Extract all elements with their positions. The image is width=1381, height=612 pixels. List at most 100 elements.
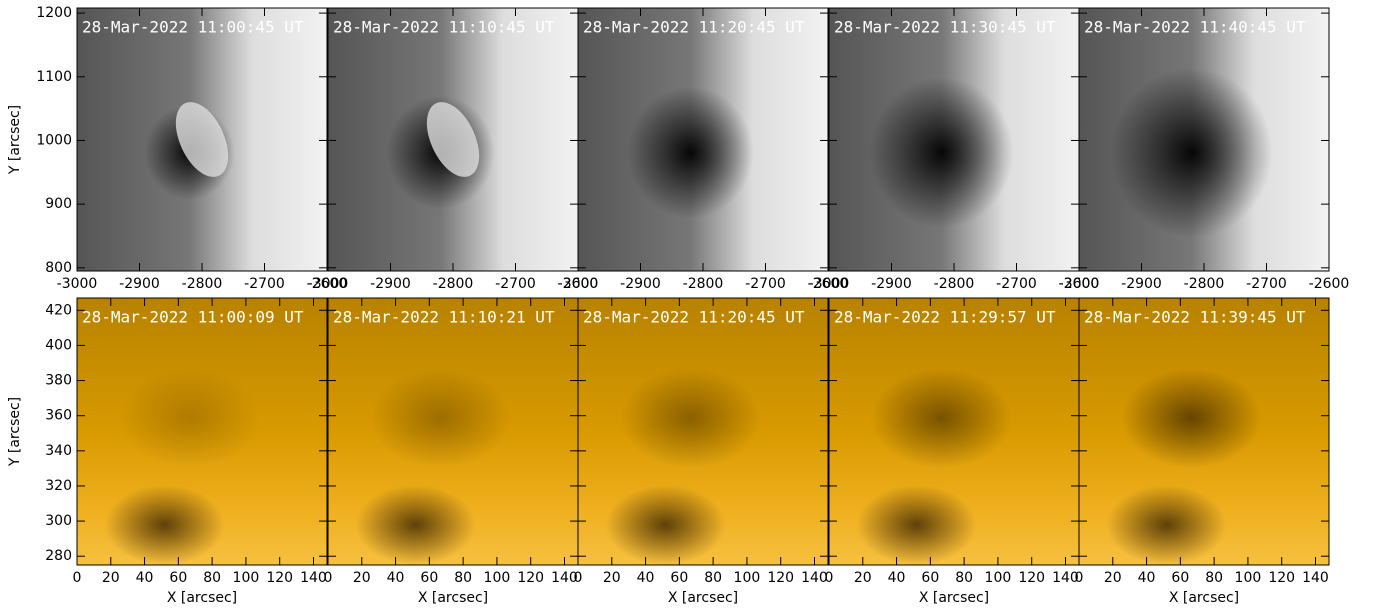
y-tick-label: 320 bbox=[45, 478, 72, 494]
x-tick-label: 120 bbox=[1268, 570, 1295, 586]
x-tick-label: 20 bbox=[102, 570, 120, 586]
x-tick-label: 20 bbox=[1104, 570, 1122, 586]
x-tick-label: -2900 bbox=[871, 276, 912, 292]
x-tick-label: -2900 bbox=[1121, 276, 1162, 292]
x-tick-label: 60 bbox=[670, 570, 688, 586]
x-tick-label: -2900 bbox=[620, 276, 661, 292]
x-tick-label: -2900 bbox=[370, 276, 411, 292]
x-tick-label: 140 bbox=[551, 570, 578, 586]
x-tick-label: 0 bbox=[1075, 570, 1084, 586]
x-tick-label: -3000 bbox=[308, 276, 349, 292]
x-tick-label: -3000 bbox=[809, 276, 850, 292]
x-tick-label: 60 bbox=[921, 570, 939, 586]
x-tick-label: 140 bbox=[300, 570, 327, 586]
y-axis-label: Y [arcsec] bbox=[7, 105, 23, 175]
x-tick-label: 140 bbox=[1302, 570, 1329, 586]
x-tick-label: 100 bbox=[1235, 570, 1262, 586]
x-tick-label: 40 bbox=[387, 570, 405, 586]
x-tick-label: 0 bbox=[324, 570, 333, 586]
y-tick-label: 1000 bbox=[36, 132, 72, 148]
image-feature bbox=[605, 484, 726, 565]
image-feature bbox=[119, 368, 260, 469]
image-feature bbox=[104, 484, 225, 565]
x-tick-label: 80 bbox=[704, 570, 722, 586]
image-feature bbox=[871, 368, 1012, 469]
x-tick-label: -2800 bbox=[934, 276, 975, 292]
x-axis-label: X [arcsec] bbox=[919, 590, 989, 606]
image-feature bbox=[856, 484, 977, 565]
image-feature bbox=[869, 76, 1014, 229]
panel-title: 28-Mar-2022 11:39:45 UT bbox=[1084, 308, 1306, 327]
x-axis-label: X [arcsec] bbox=[167, 590, 237, 606]
image-feature bbox=[620, 368, 761, 469]
x-tick-label: 40 bbox=[637, 570, 655, 586]
image-feature bbox=[627, 86, 754, 219]
x-tick-label: 120 bbox=[767, 570, 794, 586]
x-tick-label: 120 bbox=[266, 570, 293, 586]
y-tick-label: 360 bbox=[45, 408, 72, 424]
x-tick-label: 20 bbox=[603, 570, 621, 586]
x-tick-label: -2800 bbox=[182, 276, 223, 292]
y-tick-label: 900 bbox=[45, 196, 72, 212]
x-axis-label: X [arcsec] bbox=[418, 590, 488, 606]
y-tick-label: 1200 bbox=[36, 5, 72, 21]
x-tick-label: -2700 bbox=[1246, 276, 1287, 292]
x-tick-label: 120 bbox=[517, 570, 544, 586]
x-tick-label: 100 bbox=[484, 570, 511, 586]
x-tick-label: 60 bbox=[420, 570, 438, 586]
panel-title: 28-Mar-2022 11:20:45 UT bbox=[583, 18, 805, 37]
panel-title: 28-Mar-2022 11:00:45 UT bbox=[82, 18, 304, 37]
image-feature bbox=[175, 102, 229, 177]
x-tick-label: 40 bbox=[888, 570, 906, 586]
x-tick-label: -2700 bbox=[495, 276, 536, 292]
y-tick-label: 380 bbox=[45, 373, 72, 389]
y-tick-label: 400 bbox=[45, 337, 72, 353]
x-tick-label: -2800 bbox=[1184, 276, 1225, 292]
x-tick-label: 80 bbox=[454, 570, 472, 586]
image-feature bbox=[1110, 67, 1273, 238]
x-axis-label: X [arcsec] bbox=[1169, 590, 1239, 606]
x-tick-label: 100 bbox=[985, 570, 1012, 586]
x-tick-label: -2700 bbox=[745, 276, 786, 292]
x-axis-label: X [arcsec] bbox=[668, 590, 738, 606]
image-feature bbox=[1121, 368, 1262, 469]
x-tick-label: 60 bbox=[1171, 570, 1189, 586]
x-tick-label: -2800 bbox=[683, 276, 724, 292]
y-tick-label: 280 bbox=[45, 548, 72, 564]
x-tick-label: -2600 bbox=[1309, 276, 1350, 292]
x-tick-label: -3000 bbox=[1059, 276, 1100, 292]
x-tick-label: 140 bbox=[1052, 570, 1079, 586]
x-tick-label: 140 bbox=[801, 570, 828, 586]
x-tick-label: -2600 bbox=[307, 276, 348, 292]
image-feature bbox=[370, 368, 511, 469]
panel-title: 28-Mar-2022 11:20:45 UT bbox=[583, 308, 805, 327]
image-feature bbox=[426, 102, 480, 177]
x-tick-label: 40 bbox=[136, 570, 154, 586]
x-tick-label: 40 bbox=[1138, 570, 1156, 586]
y-axis-label: Y [arcsec] bbox=[7, 397, 23, 467]
x-tick-label: -2600 bbox=[808, 276, 849, 292]
panel-title: 28-Mar-2022 11:29:57 UT bbox=[834, 308, 1056, 327]
x-tick-label: 80 bbox=[203, 570, 221, 586]
panel-title: 28-Mar-2022 11:40:45 UT bbox=[1084, 18, 1306, 37]
y-tick-label: 420 bbox=[45, 302, 72, 318]
x-tick-label: 0 bbox=[574, 570, 583, 586]
x-tick-label: -2600 bbox=[1059, 276, 1100, 292]
x-tick-label: -2600 bbox=[558, 276, 599, 292]
x-tick-label: 80 bbox=[1205, 570, 1223, 586]
x-tick-label: 60 bbox=[169, 570, 187, 586]
panel-title: 28-Mar-2022 11:10:21 UT bbox=[333, 308, 555, 327]
x-tick-label: -2700 bbox=[996, 276, 1037, 292]
x-tick-label: 20 bbox=[854, 570, 872, 586]
x-tick-label: 20 bbox=[353, 570, 371, 586]
panel-frame bbox=[1078, 297, 1330, 566]
panel-title: 28-Mar-2022 11:00:09 UT bbox=[82, 308, 304, 327]
x-tick-label: -2700 bbox=[244, 276, 285, 292]
y-tick-label: 1100 bbox=[36, 69, 72, 85]
x-tick-label: -2900 bbox=[119, 276, 160, 292]
y-tick-label: 300 bbox=[45, 513, 72, 529]
x-tick-label: 0 bbox=[825, 570, 834, 586]
x-tick-label: -2800 bbox=[433, 276, 474, 292]
y-tick-label: 800 bbox=[45, 260, 72, 276]
